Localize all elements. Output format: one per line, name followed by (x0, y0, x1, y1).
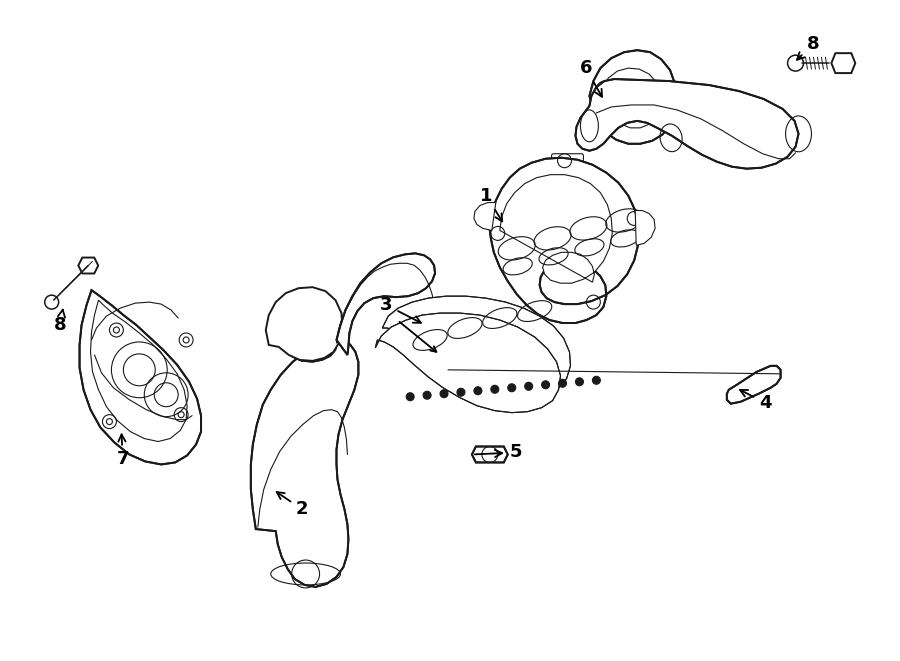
FancyBboxPatch shape (552, 154, 583, 178)
Polygon shape (271, 311, 337, 362)
Circle shape (525, 382, 533, 390)
Polygon shape (832, 53, 855, 73)
Text: 7: 7 (116, 434, 129, 469)
Polygon shape (727, 366, 780, 404)
Text: 8: 8 (54, 309, 67, 334)
Circle shape (423, 391, 431, 399)
Polygon shape (474, 202, 496, 231)
Circle shape (474, 387, 482, 395)
Text: 2: 2 (276, 492, 308, 518)
Circle shape (508, 384, 516, 392)
Polygon shape (382, 296, 571, 399)
Circle shape (406, 393, 414, 401)
Text: 5: 5 (474, 444, 522, 461)
Polygon shape (251, 338, 358, 587)
Polygon shape (79, 290, 201, 465)
Polygon shape (635, 210, 655, 245)
Text: 1: 1 (480, 186, 502, 221)
Polygon shape (78, 258, 98, 274)
Circle shape (542, 381, 550, 389)
Polygon shape (472, 447, 508, 463)
Circle shape (440, 390, 448, 398)
Text: 8: 8 (797, 35, 819, 59)
Polygon shape (500, 175, 612, 283)
Polygon shape (575, 79, 798, 169)
Text: 6: 6 (580, 59, 602, 97)
Text: 3: 3 (381, 296, 421, 323)
Circle shape (575, 378, 583, 386)
Polygon shape (337, 253, 435, 355)
Circle shape (491, 385, 499, 393)
Polygon shape (266, 287, 343, 361)
Polygon shape (590, 50, 677, 144)
Polygon shape (375, 313, 561, 412)
Circle shape (457, 388, 465, 396)
Circle shape (559, 379, 566, 387)
Text: 4: 4 (740, 390, 771, 412)
Circle shape (592, 376, 600, 384)
Polygon shape (490, 158, 638, 323)
